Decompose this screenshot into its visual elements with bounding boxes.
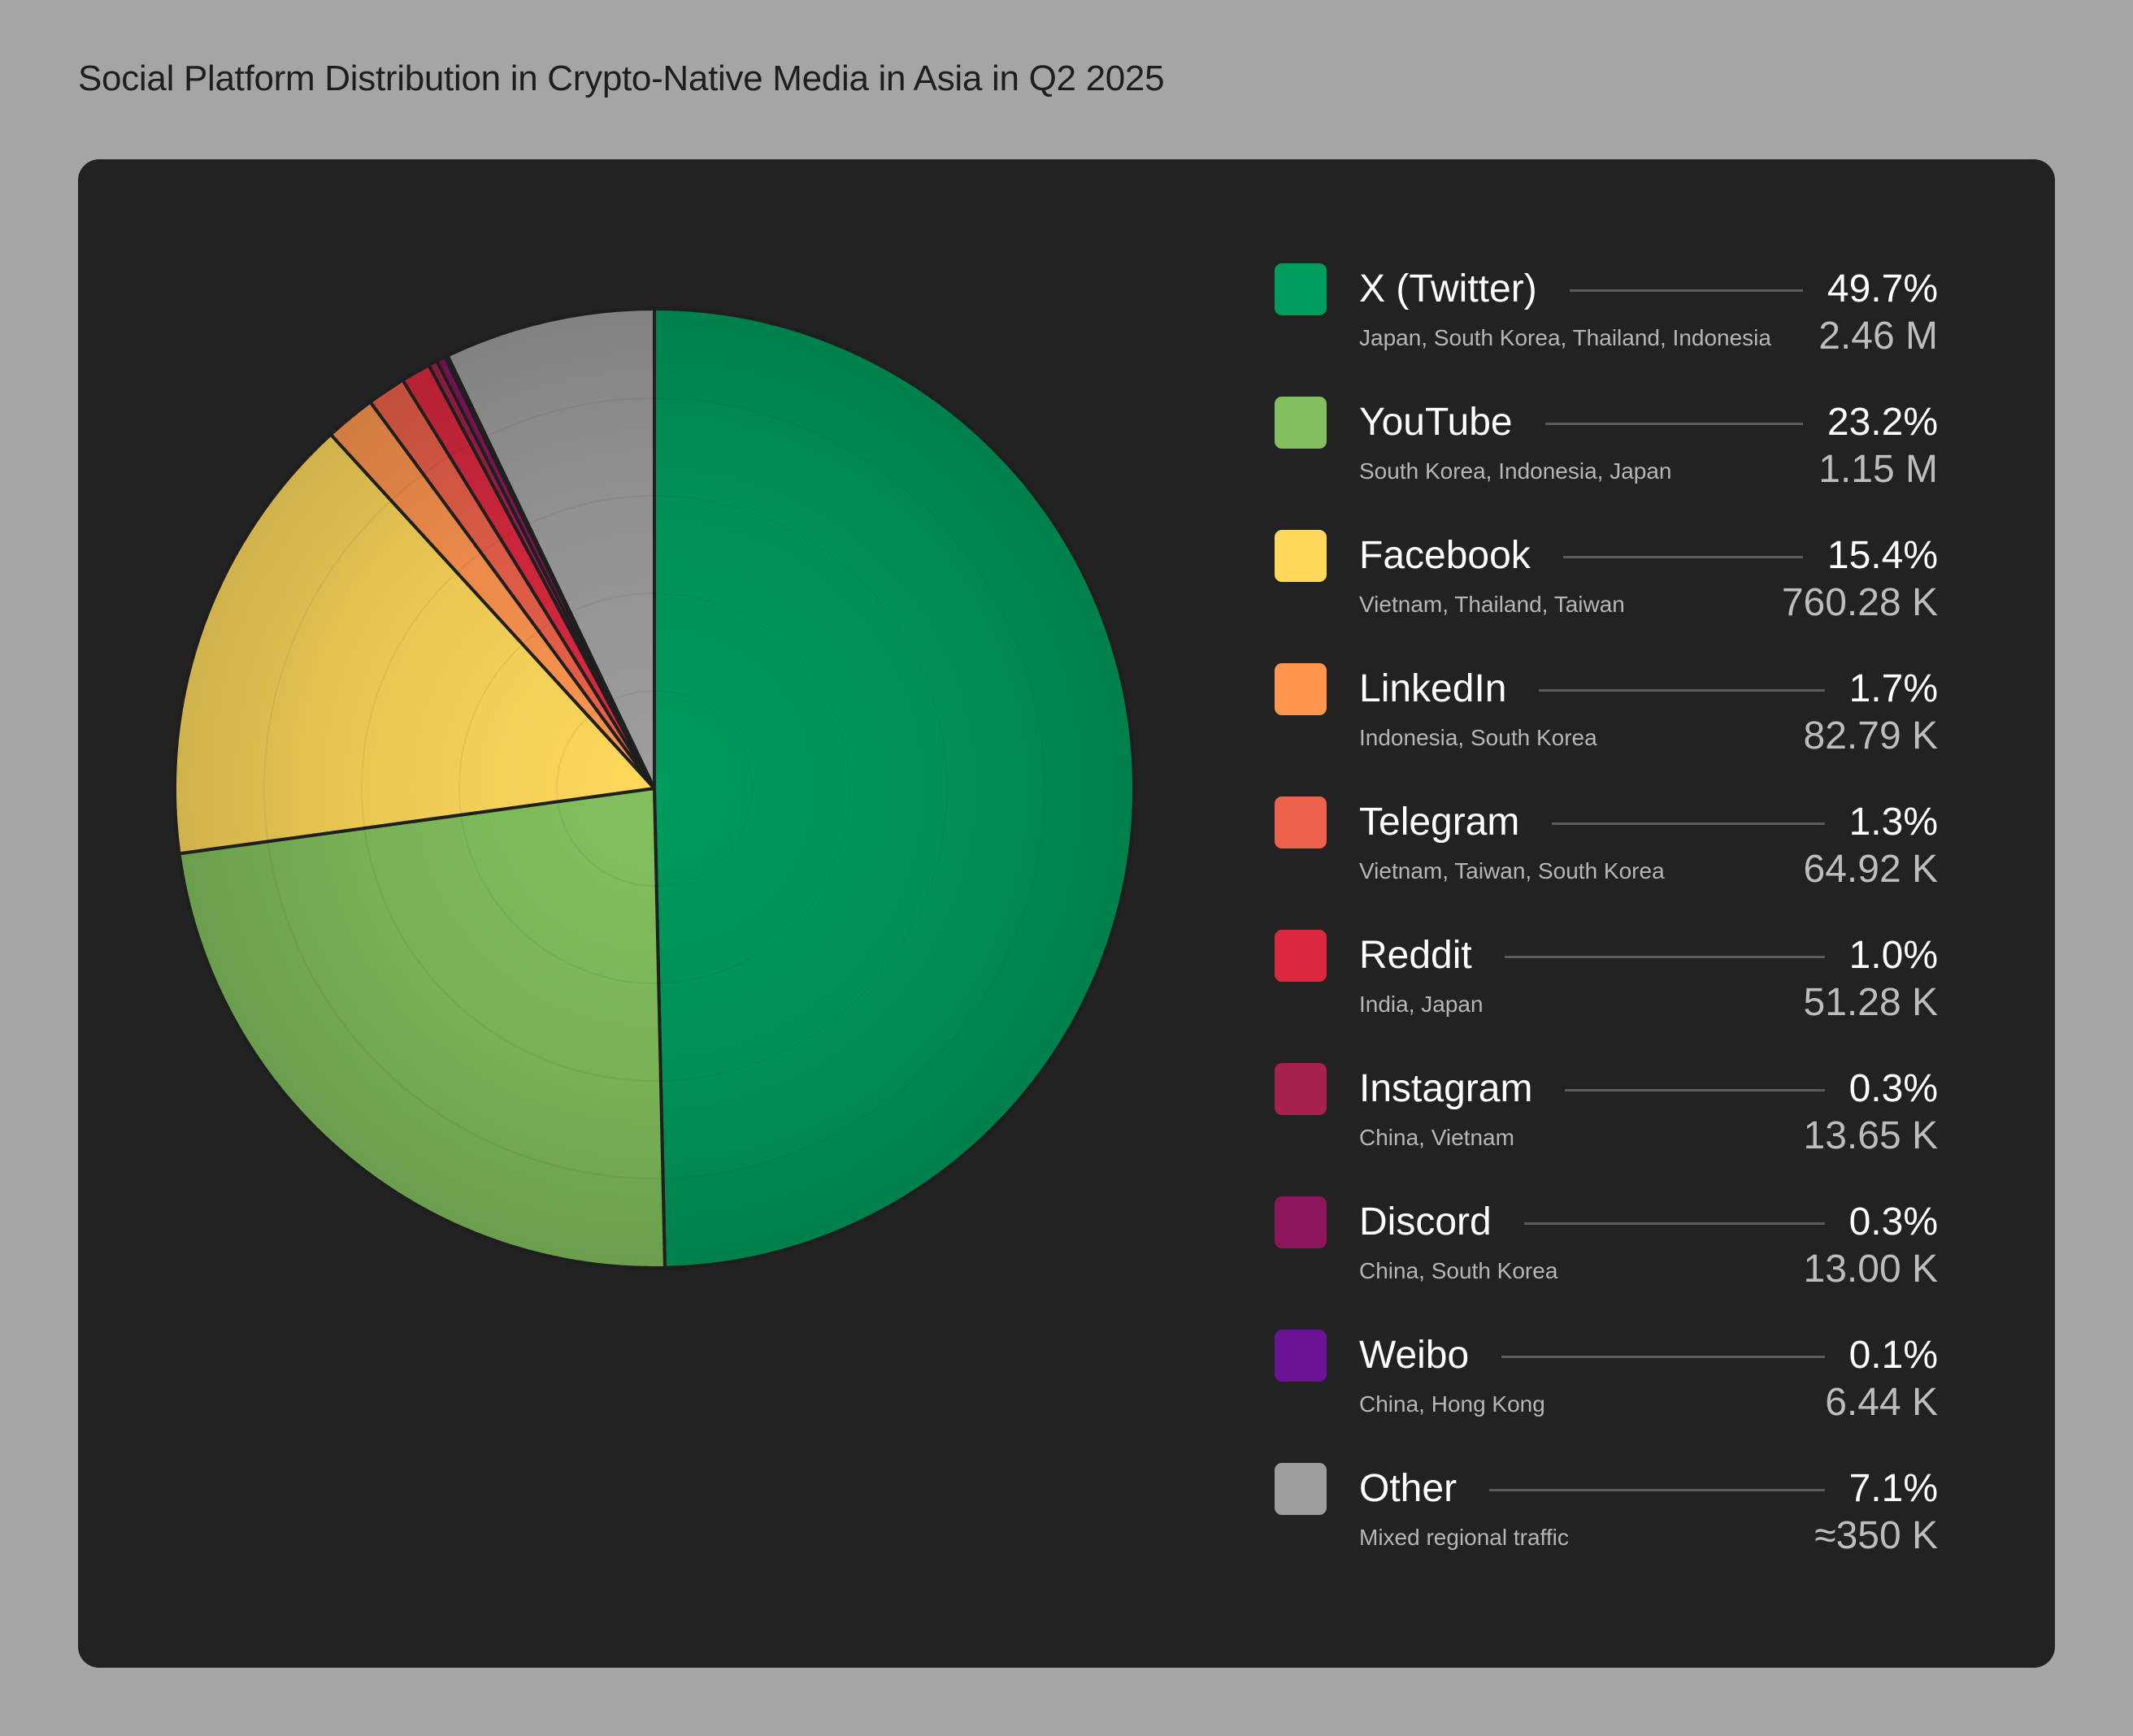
pie-shading-ring [458,592,850,984]
legend-regions: Vietnam, Taiwan, South Korea [1359,858,1665,883]
legend-regions: Mixed regional traffic [1359,1525,1569,1550]
legend-leader-line [1489,1489,1825,1491]
legend-leader-line [1539,689,1825,692]
legend-swatch [1275,1063,1327,1115]
legend-item-other[interactable]: Other 7.1% Mixed regional traffic ≈350 K [1275,1463,1938,1585]
legend-percent: 7.1% [1848,1467,1938,1510]
legend-percent: 1.3% [1848,801,1938,844]
legend-percent: 49.7% [1827,267,1938,310]
legend-percent: 1.0% [1848,934,1938,977]
pie-shading-ring [263,397,1045,1179]
legend-item-discord[interactable]: Discord 0.3% China, South Korea 13.00 K [1275,1196,1938,1318]
legend-label: Other [1359,1467,1457,1510]
legend-percent: 0.3% [1848,1200,1938,1243]
legend-swatch [1275,397,1327,449]
pie-slice-other[interactable] [445,307,656,790]
legend-item-x-twitter[interactable]: X (Twitter) 49.7% Japan, South Korea, Thai… [1275,263,1938,385]
legend-leader-line [1501,1356,1825,1358]
legend-label: Facebook [1359,534,1531,577]
legend-swatch [1275,663,1327,715]
legend-percent: 1.7% [1848,667,1938,710]
legend-regions: Japan, South Korea, Thailand, Indonesia [1359,325,1771,350]
legend-item-facebook[interactable]: Facebook 15.4% Vietnam, Thailand, Taiwan 76… [1275,530,1938,652]
legend-leader-line [1505,956,1825,958]
legend-leader-line [1563,556,1803,558]
chart-title: Social Platform Distribution in Crypto-N… [78,59,1165,98]
legend-swatch [1275,263,1327,315]
legend-regions: China, Hong Kong [1359,1391,1545,1417]
legend-label: X (Twitter) [1359,267,1537,310]
legend-value: 13.65 K [1803,1114,1938,1157]
pie-shading-ring [361,495,948,1082]
legend-item-reddit[interactable]: Reddit 1.0% India, Japan 51.28 K [1275,930,1938,1052]
legend-regions: Indonesia, South Korea [1359,725,1597,750]
legend-label: Discord [1359,1200,1492,1243]
legend-label: LinkedIn [1359,667,1507,710]
legend-percent: 0.3% [1848,1067,1938,1110]
legend-value: 64.92 K [1803,848,1938,891]
legend-value: 6.44 K [1825,1381,1938,1424]
legend-item-telegram[interactable]: Telegram 1.3% Vietnam, Taiwan, South Korea… [1275,796,1938,918]
legend-label: Weibo [1359,1334,1470,1377]
legend-value: 82.79 K [1803,714,1938,757]
pie-slice-facebook[interactable] [173,432,656,856]
legend-percent: 15.4% [1827,534,1938,577]
legend-label: Telegram [1359,801,1520,844]
pie-slice-x-twitter[interactable] [653,307,1136,1269]
legend-leader-line [1552,822,1825,825]
legend-swatch [1275,530,1327,582]
legend-value: ≈350 K [1814,1514,1938,1557]
legend-value: 51.28 K [1803,981,1938,1024]
legend-percent: 0.1% [1848,1334,1938,1377]
legend-swatch [1275,1196,1327,1248]
legend-regions: China, South Korea [1359,1258,1558,1283]
legend-value: 2.46 M [1818,315,1938,358]
pie-slice-youtube[interactable] [177,787,667,1269]
legend-value: 13.00 K [1803,1248,1938,1291]
legend-swatch [1275,1463,1327,1515]
legend-leader-line [1570,289,1803,292]
legend-swatch [1275,796,1327,848]
legend-value: 760.28 K [1781,581,1938,624]
legend-leader-line [1524,1222,1825,1225]
legend-label: Reddit [1359,934,1472,977]
legend-item-linkedin[interactable]: LinkedIn 1.7% Indonesia, South Korea 82.79 … [1275,663,1938,785]
legend-regions: China, Vietnam [1359,1125,1514,1150]
legend-leader-line [1565,1089,1825,1092]
legend-leader-line [1545,423,1803,425]
pie-chart [173,307,1136,1269]
legend-regions: Vietnam, Thailand, Taiwan [1359,592,1625,617]
legend-swatch [1275,930,1327,982]
legend-item-youtube[interactable]: YouTube 23.2% South Korea, Indonesia, Japa… [1275,397,1938,519]
legend-value: 1.15 M [1818,448,1938,491]
legend-label: YouTube [1359,401,1513,444]
legend-item-weibo[interactable]: Weibo 0.1% China, Hong Kong 6.44 K [1275,1330,1938,1452]
pie-shading-ring [556,690,753,887]
legend-regions: India, Japan [1359,992,1484,1017]
legend-label: Instagram [1359,1067,1533,1110]
legend-percent: 23.2% [1827,401,1938,444]
legend-swatch [1275,1330,1327,1382]
legend-item-instagram[interactable]: Instagram 0.3% China, Vietnam 13.65 K [1275,1063,1938,1185]
legend-regions: South Korea, Indonesia, Japan [1359,458,1672,484]
